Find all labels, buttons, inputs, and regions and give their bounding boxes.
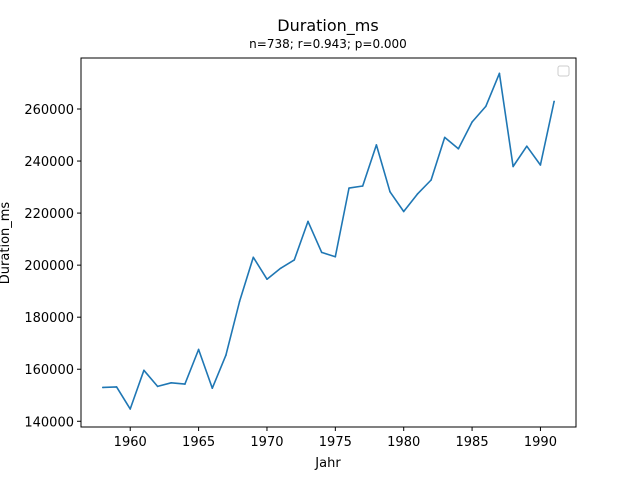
y-tick-label: 180000 xyxy=(24,311,74,326)
data-point xyxy=(443,136,446,139)
chart-title: Duration_ms xyxy=(277,16,378,36)
x-tick-label: 1985 xyxy=(456,435,489,450)
series-line xyxy=(102,72,555,410)
data-point xyxy=(457,148,460,150)
data-point xyxy=(498,72,501,75)
data-point xyxy=(156,385,159,388)
data-point xyxy=(539,164,542,166)
data-point xyxy=(211,387,214,390)
data-point xyxy=(252,256,255,259)
data-point xyxy=(334,256,337,258)
data-point xyxy=(170,381,173,384)
data-point xyxy=(375,144,378,146)
data-point xyxy=(430,179,432,181)
plot-area xyxy=(81,58,576,427)
data-point xyxy=(389,190,391,193)
y-axis: 140000 160000 180000 200000 220000 240000 2600… xyxy=(24,103,81,430)
data-point xyxy=(225,354,227,356)
data-point xyxy=(512,165,514,168)
x-tick-label: 1975 xyxy=(319,435,352,450)
y-tick-label: 220000 xyxy=(24,207,74,222)
x-tick-label: 1970 xyxy=(250,435,283,450)
data-point xyxy=(416,193,419,195)
y-axis-label: Duration_ms xyxy=(0,202,13,285)
x-tick-label: 1965 xyxy=(182,435,215,450)
data-point xyxy=(361,185,364,187)
x-axis-label: Jahr xyxy=(314,456,341,471)
data-point xyxy=(238,300,241,303)
data-point xyxy=(320,251,323,254)
y-tick-label: 160000 xyxy=(24,363,74,378)
data-point xyxy=(266,278,268,280)
y-tick-label: 240000 xyxy=(24,155,74,170)
data-point xyxy=(102,386,104,389)
plot-frame xyxy=(80,57,577,428)
series-layer xyxy=(102,72,555,410)
data-point xyxy=(484,105,487,108)
legend-box xyxy=(557,65,570,77)
x-tick-label: 1980 xyxy=(387,435,420,450)
chart-subtitle: n=738; r=0.943; p=0.000 xyxy=(249,37,407,51)
data-point xyxy=(471,121,473,123)
x-axis: 1960 1965 1970 1975 1980 1985 1990 xyxy=(114,427,557,450)
data-point xyxy=(525,145,528,148)
y-tick-label: 260000 xyxy=(24,103,74,118)
data-point xyxy=(279,267,282,270)
y-tick-label: 200000 xyxy=(24,259,74,274)
data-point xyxy=(129,408,132,410)
data-point xyxy=(293,259,296,261)
y-tick-label: 140000 xyxy=(24,415,74,430)
data-point xyxy=(348,187,350,189)
data-point xyxy=(402,210,405,213)
data-point xyxy=(197,348,200,351)
data-point xyxy=(307,220,309,223)
data-point xyxy=(553,100,555,103)
data-point xyxy=(143,369,145,372)
data-point xyxy=(184,383,186,385)
x-tick-label: 1960 xyxy=(114,435,147,450)
data-point xyxy=(115,386,118,388)
x-tick-label: 1990 xyxy=(524,435,557,450)
